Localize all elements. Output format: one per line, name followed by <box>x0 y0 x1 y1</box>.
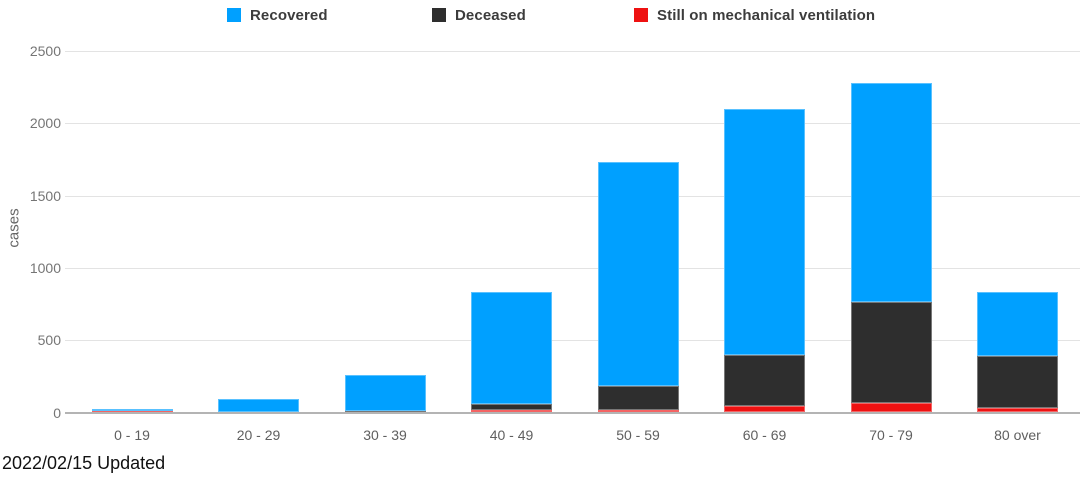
legend-item-recovered: Recovered <box>227 6 328 24</box>
y-tick-label-2500: 2500 <box>29 42 61 59</box>
legend-label-recovered: Recovered <box>250 6 328 24</box>
legend-swatch-recovered-icon <box>227 8 241 22</box>
legend-swatch-ventilation-icon <box>634 8 648 22</box>
legend-item-ventilation: Still on mechanical ventilation <box>634 6 876 24</box>
bar-segment-recovered-60-69[interactable] <box>724 109 805 355</box>
x-axis-line <box>65 412 1080 414</box>
bar-segment-still-on-mechanical-ventilation-40-49[interactable] <box>471 410 552 413</box>
bar-segment-deceased-60-69[interactable] <box>724 354 805 406</box>
x-tick-label-0-19: 0 - 19 <box>114 427 150 443</box>
y-axis-title: cases <box>5 208 23 248</box>
bar-segment-deceased-30-39[interactable] <box>344 410 426 413</box>
bar-segment-recovered-50-59[interactable] <box>597 162 679 387</box>
x-tick-label-20-29: 20 - 29 <box>236 427 281 443</box>
x-tick-label-60-69: 60 - 69 <box>742 427 787 443</box>
legend-item-deceased: Deceased <box>432 6 526 24</box>
bar-segment-deceased-40-49[interactable] <box>471 403 552 411</box>
bar-segment-recovered-70-79[interactable] <box>850 82 932 302</box>
bar-segment-recovered-80-over[interactable] <box>977 291 1058 356</box>
legend-label-deceased: Deceased <box>455 6 526 24</box>
bar-segment-deceased-80-over[interactable] <box>977 355 1058 409</box>
bar-segment-deceased-70-79[interactable] <box>850 301 932 403</box>
x-tick-label-40-49: 40 - 49 <box>489 427 534 443</box>
x-tick-label-30-39: 30 - 39 <box>363 427 407 443</box>
legend-swatch-deceased-icon <box>432 8 446 22</box>
y-tick-label-500: 500 <box>37 332 61 349</box>
gridline-500 <box>65 340 1080 342</box>
gridline-1000 <box>65 267 1080 269</box>
bar-segment-still-on-mechanical-ventilation-80-over[interactable] <box>977 408 1058 413</box>
y-tick-label-1500: 1500 <box>29 187 61 204</box>
bar-segment-recovered-40-49[interactable] <box>471 292 552 404</box>
bar-segment-still-on-mechanical-ventilation-0-19[interactable] <box>91 411 173 413</box>
bar-segment-recovered-20-29[interactable] <box>218 398 299 413</box>
bar-segment-recovered-0-19[interactable] <box>91 408 173 412</box>
updated-caption: 2022/02/15 Updated <box>2 453 166 473</box>
y-tick-label-1000: 1000 <box>29 259 61 276</box>
y-tick-label-0: 0 <box>53 404 61 421</box>
gridline-2500 <box>65 50 1080 52</box>
bar-segment-still-on-mechanical-ventilation-60-69[interactable] <box>724 405 805 413</box>
legend-label-ventilation: Still on mechanical ventilation <box>657 6 876 24</box>
bar-segment-still-on-mechanical-ventilation-50-59[interactable] <box>597 410 679 413</box>
y-tick-label-2000: 2000 <box>29 115 61 132</box>
bar-segment-still-on-mechanical-ventilation-70-79[interactable] <box>850 402 932 413</box>
x-tick-label-50-59: 50 - 59 <box>616 427 660 443</box>
x-tick-label-80-over: 80 over <box>994 427 1041 443</box>
gridline-1500 <box>65 195 1080 197</box>
gridline-2000 <box>65 123 1080 125</box>
x-tick-label-70-79: 70 - 79 <box>869 427 913 443</box>
bar-segment-deceased-50-59[interactable] <box>597 386 679 411</box>
bar-segment-recovered-30-39[interactable] <box>344 374 426 411</box>
